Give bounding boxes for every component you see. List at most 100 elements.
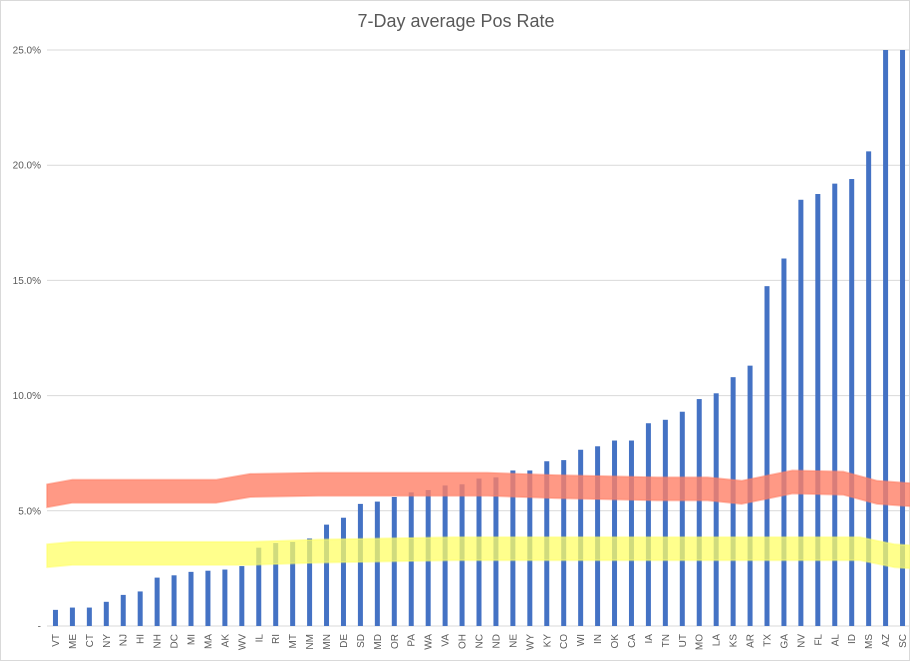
x-tick-label: DE [339,634,350,648]
x-tick-label: NM [305,634,316,650]
x-tick-label: NV [796,634,807,648]
x-tick-label: MO [695,634,706,650]
x-tick-label: ND [491,634,502,648]
x-tick-label: VA [441,634,452,647]
chart-title: 7-Day average Pos Rate [357,11,555,31]
x-tick-label: MT [288,634,299,648]
bar-ok [612,440,618,626]
y-tick-label: 15.0% [13,276,41,287]
bar-ms [866,151,872,626]
bar-tx [764,286,770,626]
axis-layer: - 5.0% 10.0% 15.0% 20.0% 25.0% VT ME CT NY NJ HI NH D… [13,46,909,651]
yellow-highlight-band [46,536,910,570]
bar-ut [679,411,685,626]
y-tick-label: 20.0% [13,161,41,172]
bar-ny [103,601,109,626]
bar-fl [815,194,821,626]
x-tick-label: AK [220,634,231,648]
bar-il [256,547,262,626]
x-tick-label: DC [170,634,181,648]
bar-id [849,179,855,627]
x-tick-label: SD [356,634,367,648]
x-tick-label: CA [627,634,638,648]
bar-me [69,607,75,626]
bar-in [595,446,601,626]
bar-ri [273,543,279,626]
bar-hi [137,591,143,626]
x-tick-label: MN [322,634,333,650]
bar-mi [188,571,194,626]
x-tick-label: GA [779,634,790,649]
bar-de [340,517,346,626]
bar-ct [86,607,92,626]
bar-mo [696,399,702,626]
x-tick-label: WV [237,634,248,650]
x-tick-label: LA [712,634,723,647]
x-tick-label: WI [576,634,587,646]
x-tick-label: AR [746,634,757,648]
x-tick-label: TN [661,634,672,647]
bar-nj [120,594,126,626]
bar-nm [307,538,313,626]
x-tick-label: AZ [881,634,892,647]
x-tick-label: OH [458,634,469,649]
x-tick-label: MI [187,634,198,645]
x-tick-label: VT [51,634,62,647]
x-tick-label: UT [678,634,689,647]
x-tick-label: MA [203,634,214,649]
band-layer [46,469,910,570]
x-tick-label: IA [644,634,655,644]
x-tick-label: IL [254,634,265,643]
y-tick-label: 5.0% [18,506,41,517]
x-tick-label: NJ [119,634,130,646]
bar-sd [357,503,363,626]
bar-wv [239,566,245,626]
bar-ca [628,440,634,626]
x-tick-label: NC [475,634,486,648]
x-tick-label: MD [373,634,384,650]
x-tick-label: NY [102,634,113,648]
x-tick-label: ID [847,634,858,644]
bar-nv [798,199,804,626]
x-tick-label: SC [898,634,909,648]
x-tick-label: NH [153,634,164,648]
x-tick-label: PA [407,634,418,647]
bar-la [713,393,719,626]
x-tick-label: WY [525,634,536,650]
x-tick-label: WA [424,634,435,650]
x-tick-label: HI [136,634,147,644]
bar-mn [324,524,330,626]
bar-ga [781,258,787,626]
bar-nh [154,577,160,626]
y-tick-label: 25.0% [13,46,41,57]
x-tick-label: KS [729,634,740,648]
x-tick-label: OR [390,634,401,649]
x-tick-label: IN [593,634,604,644]
y-tick-label: - [38,622,41,633]
x-tick-label: RI [271,634,282,644]
x-tick-label: KY [542,634,553,648]
x-tick-label: NE [508,634,519,648]
x-tick-label: CO [559,634,570,649]
bar-or [391,496,397,626]
bar-sc [900,50,906,626]
bar-mt [290,541,296,626]
y-tick-label: 10.0% [13,391,41,402]
bar-az [883,50,889,626]
red-highlight-band [46,469,910,509]
x-tick-label: OK [610,634,621,649]
x-tick-label: MS [864,634,875,649]
x-tick-label: CT [85,634,96,647]
bar-ak [222,569,228,626]
x-tick-label: TX [763,634,774,647]
x-tick-label: ME [68,634,79,649]
bar-tn [662,419,668,626]
bar-ia [645,423,651,626]
x-tick-label: FL [813,634,824,646]
bar-vt [52,609,58,626]
bar-ma [205,570,211,626]
bar-dc [171,575,177,626]
bar-md [374,501,380,626]
